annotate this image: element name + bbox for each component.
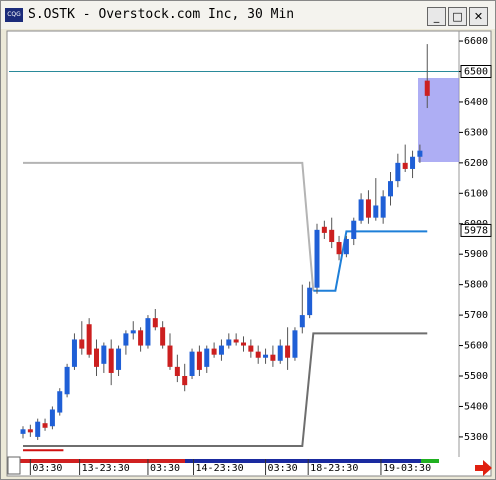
candle-body <box>299 315 305 328</box>
candle-body <box>64 366 70 395</box>
y-tick-label: 5300 <box>464 432 488 443</box>
candle-body <box>116 348 122 370</box>
candle-body <box>373 205 379 218</box>
candle-body <box>292 330 298 358</box>
highlight-box <box>418 78 459 162</box>
scroll-arrow[interactable] <box>475 460 492 476</box>
maximize-button[interactable]: □ <box>448 7 467 26</box>
candle-body <box>395 162 401 182</box>
candle-body <box>321 226 327 233</box>
candle-body <box>145 318 151 346</box>
candle-body <box>270 354 276 361</box>
candle-body <box>277 345 283 361</box>
session-bar <box>421 459 439 463</box>
session-bar <box>9 459 139 463</box>
candle-body <box>71 339 77 367</box>
indicator-line <box>23 161 315 291</box>
candle-body <box>152 318 158 328</box>
candle-body <box>196 351 202 370</box>
candle-body <box>255 351 261 358</box>
y-tick-label: 6600 <box>464 36 488 47</box>
session-bar <box>307 459 421 463</box>
candle-body <box>365 199 371 218</box>
candle-body <box>388 181 393 197</box>
indicator-line <box>313 230 428 292</box>
y-tick-label: 5800 <box>464 280 488 291</box>
candle-body <box>20 429 26 434</box>
candle-body <box>343 238 349 255</box>
candle-body <box>160 327 166 346</box>
candle-body <box>108 348 114 373</box>
candle-body <box>329 229 335 243</box>
candle-body <box>424 80 430 96</box>
y-tick-label: 5400 <box>464 401 488 412</box>
candle-body <box>204 348 210 367</box>
price-marker-label: 6500 <box>464 66 488 77</box>
candle-body <box>410 156 416 169</box>
y-tick-label: 5500 <box>464 371 488 382</box>
y-tick-label: 6100 <box>464 188 488 199</box>
minimize-button[interactable]: _ <box>427 7 446 26</box>
candle-body <box>35 421 41 437</box>
candle-body <box>79 339 85 349</box>
session-bar <box>139 459 185 463</box>
close-button[interactable]: ✕ <box>469 7 488 26</box>
candle-body <box>182 376 188 386</box>
candle-body <box>86 324 92 355</box>
candle-body <box>27 429 33 433</box>
candle-body <box>285 345 291 358</box>
candle-body <box>351 220 357 239</box>
candle-body <box>226 339 232 346</box>
candle-body <box>358 199 364 221</box>
candle-body <box>174 366 180 377</box>
candle-body <box>189 351 195 377</box>
candle-body <box>233 339 239 343</box>
candle-body <box>402 162 408 169</box>
chart-frame <box>6 30 492 477</box>
candle-body <box>49 409 55 427</box>
x-tick-label: 18-23:30 <box>310 463 358 474</box>
title-bar: CQG S.OSTK - Overstock.com Inc, 30 Min _… <box>1 1 495 29</box>
candle-body <box>138 330 144 346</box>
x-tick-label: 14-23:30 <box>196 463 244 474</box>
candle-body <box>101 345 107 364</box>
candle-body <box>417 150 423 157</box>
candle-body <box>42 423 48 428</box>
candle-body <box>123 333 129 346</box>
y-tick-label: 6300 <box>464 127 488 138</box>
candle-body <box>307 287 313 316</box>
candle-body <box>263 354 269 358</box>
y-tick-label: 5900 <box>464 249 488 260</box>
candle-body <box>167 345 173 367</box>
candle-body <box>94 348 99 367</box>
candle-body <box>57 391 63 413</box>
candle-body <box>211 348 217 355</box>
y-tick-label: 5600 <box>464 341 488 352</box>
candle-body <box>130 330 136 334</box>
x-tick-label: 03:30 <box>268 463 298 474</box>
x-tick-label: 13-23:30 <box>82 463 130 474</box>
y-tick-label: 6400 <box>464 97 488 108</box>
candle-body <box>241 342 246 346</box>
chart: 5300540055005600570058005900600061006200… <box>6 30 492 477</box>
candle-body <box>380 196 386 218</box>
y-tick-label: 6200 <box>464 158 488 169</box>
x-tick-label: 19-03:30 <box>383 463 431 474</box>
candle-body <box>218 345 224 355</box>
x-tick-label: 03:30 <box>150 463 180 474</box>
candle-body <box>248 345 254 352</box>
candle-body <box>314 229 320 288</box>
app-icon: CQG <box>5 8 23 22</box>
y-tick-label: 5700 <box>464 310 488 321</box>
window-title: S.OSTK - Overstock.com Inc, 30 Min <box>28 7 295 22</box>
indicator-line <box>23 332 428 448</box>
price-marker <box>460 64 492 78</box>
price-marker-label: 5978 <box>464 225 488 236</box>
x-tick-label: 03:30 <box>32 463 62 474</box>
price-marker <box>460 223 492 237</box>
candle-body <box>336 242 342 255</box>
session-bar <box>185 459 307 463</box>
scroll-box[interactable] <box>7 456 21 475</box>
